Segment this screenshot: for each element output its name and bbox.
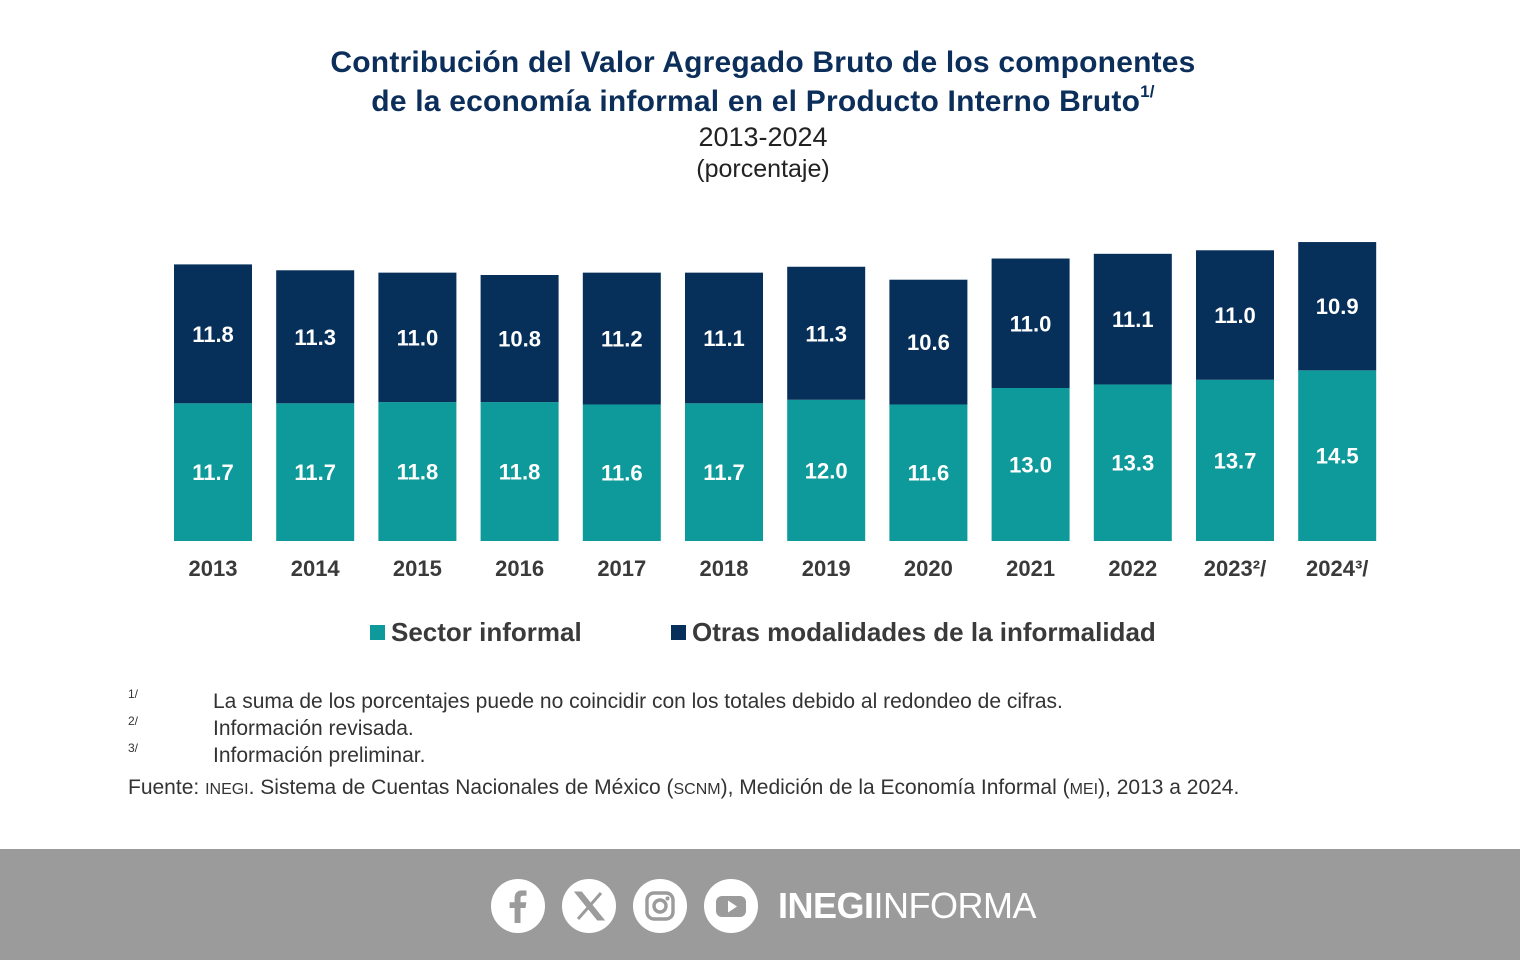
footer-bar: INEGIINFORMA [0, 849, 1520, 960]
data-label: 13.7 [1214, 448, 1257, 473]
data-label: 11.7 [703, 460, 745, 485]
bar-segment-otras-modalidades [582, 272, 661, 405]
footnote-text: Información preliminar. [213, 744, 426, 767]
data-label: 13.3 [1111, 451, 1154, 476]
data-label: 11.0 [1010, 311, 1052, 336]
footnote-mark: 2/ [128, 714, 139, 728]
data-label: 11.3 [294, 325, 336, 350]
bar-segment-sector-informal [787, 399, 866, 541]
legend-item-sector-informal: Sector informal [370, 617, 582, 648]
source-abbr-scnm: SCNM [673, 781, 721, 798]
x-tick-label: 2019 [802, 556, 851, 581]
chart-title-line1: Contribución del Valor Agregado Bruto de… [330, 46, 1196, 79]
bar-segment-sector-informal [480, 402, 559, 541]
data-label: 11.0 [1214, 303, 1256, 328]
facebook-icon[interactable] [491, 879, 545, 933]
bar-segment-otras-modalidades [1196, 250, 1274, 380]
bar-segment-otras-modalidades [787, 266, 866, 400]
data-label: 12.0 [805, 458, 848, 483]
data-label: 11.7 [294, 460, 336, 485]
x-tick-label: 2017 [597, 556, 646, 581]
x-icon[interactable] [562, 879, 616, 933]
bar-segment-sector-informal [582, 404, 661, 541]
bar-segment-otras-modalidades [991, 258, 1070, 388]
footnote-mark: 3/ [128, 741, 139, 755]
data-label: 10.6 [907, 330, 950, 355]
data-label: 11.7 [192, 460, 234, 485]
bar-segment-sector-informal [1093, 384, 1172, 541]
legend-item-otras-modalidades: Otras modalidades de la informalidad [671, 617, 1156, 648]
source-label: Fuente: [128, 776, 200, 799]
data-label: 11.3 [805, 321, 847, 346]
legend-label-otras-modalidades: Otras modalidades de la informalidad [692, 617, 1156, 647]
x-tick-label: 2021 [1006, 556, 1055, 581]
data-label: 11.6 [908, 461, 950, 486]
x-tick-label: 2024³/ [1306, 556, 1368, 581]
data-label: 11.2 [601, 327, 643, 352]
x-tick-label: 2013 [189, 556, 238, 581]
source-text-3: ), 2013 a 2024. [1098, 776, 1240, 799]
bar-segment-otras-modalidades [1093, 253, 1172, 385]
source-line: Fuente: INEGI. Sistema de Cuentas Nacion… [128, 776, 1239, 800]
inegi-informa-brand: INEGIINFORMA [778, 885, 1037, 927]
brand-bold: INEGI [778, 885, 874, 926]
x-tick-label: 2016 [495, 556, 544, 581]
data-label: 11.8 [499, 460, 541, 485]
data-label: 13.0 [1009, 452, 1052, 477]
youtube-icon[interactable] [704, 879, 758, 933]
stacked-bar-chart: 11.7 11.8 2013 11.7 11.3 2014 11.8 11.0 2015 11.8… [174, 242, 1377, 581]
x-tick-label: 2023²/ [1204, 556, 1266, 581]
data-label: 10.9 [1316, 294, 1359, 319]
data-label: 11.8 [397, 460, 439, 485]
data-label: 10.8 [498, 327, 541, 352]
bar-segment-otras-modalidades [685, 272, 763, 404]
bar-segment-otras-modalidades [480, 274, 559, 403]
legend-label-sector-informal: Sector informal [391, 617, 582, 647]
legend-swatch-otras-modalidades [671, 625, 686, 640]
bar-segment-sector-informal [1298, 370, 1377, 541]
data-label: 14.5 [1316, 444, 1359, 469]
data-label: 11.6 [601, 461, 643, 486]
chart-unit: (porcentaje) [696, 155, 830, 183]
chart-title-line2-text: de la economía informal en el Producto I… [371, 85, 1141, 118]
legend-swatch-sector-informal [370, 625, 385, 640]
bar-segment-otras-modalidades [378, 272, 457, 403]
data-label: 11.1 [703, 326, 745, 351]
data-label: 11.1 [1112, 307, 1154, 332]
footnote-text: La suma de los porcentajes puede no coin… [213, 690, 1063, 713]
title-footnote-mark: 1/ [1140, 82, 1155, 101]
chart-period: 2013-2024 [698, 122, 828, 152]
source-org: INEGI [205, 781, 249, 798]
bar-segment-sector-informal [378, 402, 457, 541]
bar-segment-sector-informal [991, 387, 1070, 541]
bar-segment-otras-modalidades [1298, 242, 1377, 371]
chart-title-line2: de la economía informal en el Producto I… [0, 82, 1520, 119]
bar-segment-sector-informal [174, 403, 252, 541]
source-abbr-mei: MEI [1069, 781, 1099, 798]
bar-segment-sector-informal [276, 403, 355, 541]
bar-segment-sector-informal [1196, 379, 1274, 541]
data-label: 11.8 [192, 322, 234, 347]
instagram-icon[interactable] [633, 879, 687, 933]
source-text-1: . Sistema de Cuentas Nacionales de Méxic… [248, 776, 674, 799]
x-tick-label: 2018 [700, 556, 749, 581]
footnote-mark: 1/ [128, 687, 139, 701]
bar-segment-otras-modalidades [174, 264, 252, 404]
brand-light: INFORMA [873, 885, 1037, 926]
bar-segment-sector-informal [685, 403, 763, 541]
bar-segment-otras-modalidades [276, 270, 355, 404]
data-label: 11.0 [397, 325, 439, 350]
source-text-2: ), Medición de la Economía Informal ( [720, 776, 1070, 799]
x-tick-label: 2015 [393, 556, 442, 581]
x-tick-label: 2020 [904, 556, 953, 581]
x-tick-label: 2014 [291, 556, 341, 581]
bar-segment-sector-informal [889, 404, 968, 541]
x-tick-label: 2022 [1108, 556, 1157, 581]
bar-segment-otras-modalidades [889, 279, 968, 405]
footnote-text: Información revisada. [213, 717, 414, 740]
